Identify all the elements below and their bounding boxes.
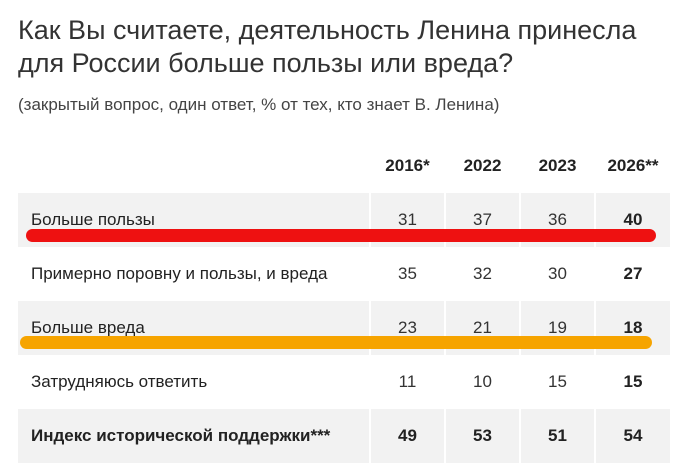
table-row-more-harm: Больше вреда 23 21 19 18 (18, 301, 670, 355)
table-cell: 31 (369, 193, 445, 247)
table-cell: 49 (369, 409, 445, 463)
row-label: Больше пользы (18, 193, 370, 247)
table-cell: 23 (369, 301, 445, 355)
chart-title: Как Вы считаете, деятельность Ленина при… (18, 15, 637, 78)
table-cell: 15 (594, 355, 670, 409)
row-label: Больше вреда (18, 301, 370, 355)
table-cell: 53 (444, 409, 520, 463)
column-header-2023: 2023 (519, 138, 595, 193)
table-cell: 35 (369, 247, 445, 301)
table-row-equal: Примерно поровну и пользы, и вреда 35 32… (18, 247, 670, 301)
table-cell: 40 (594, 193, 670, 247)
table-cell: 54 (594, 409, 670, 463)
table-cell: 37 (444, 193, 520, 247)
table-row-more-benefit: Больше пользы 31 37 36 40 (18, 193, 670, 247)
header-label-cell (18, 138, 370, 193)
column-header-2026: 2026** (594, 138, 670, 193)
data-table: 2016* 2022 2023 2026** Больше пользы 31 … (18, 138, 670, 463)
table-cell: 21 (444, 301, 520, 355)
chart-subtitle: (закрытый вопрос, один ответ, % от тех, … (18, 95, 500, 114)
row-label: Индекс исторической поддержки*** (18, 409, 370, 463)
header-row: 2016* 2022 2023 2026** (18, 138, 670, 193)
table-cell: 36 (519, 193, 595, 247)
table-cell: 51 (519, 409, 595, 463)
table-cell: 11 (369, 355, 445, 409)
table-cell: 19 (519, 301, 595, 355)
table-cell: 10 (444, 355, 520, 409)
table-row-support-index: Индекс исторической поддержки*** 49 53 5… (18, 409, 670, 463)
column-header-2022: 2022 (444, 138, 520, 193)
table-cell: 32 (444, 247, 520, 301)
table-cell: 30 (519, 247, 595, 301)
table-cell: 18 (594, 301, 670, 355)
row-label: Затрудняюсь ответить (31, 372, 208, 391)
table-cell: 27 (594, 247, 670, 301)
table-cell: 15 (519, 355, 595, 409)
row-label: Примерно поровну и пользы, и вреда (31, 264, 328, 283)
column-header-2016: 2016* (369, 138, 445, 193)
table-row-hard-to-say: Затрудняюсь ответить 11 10 15 15 (18, 355, 670, 409)
